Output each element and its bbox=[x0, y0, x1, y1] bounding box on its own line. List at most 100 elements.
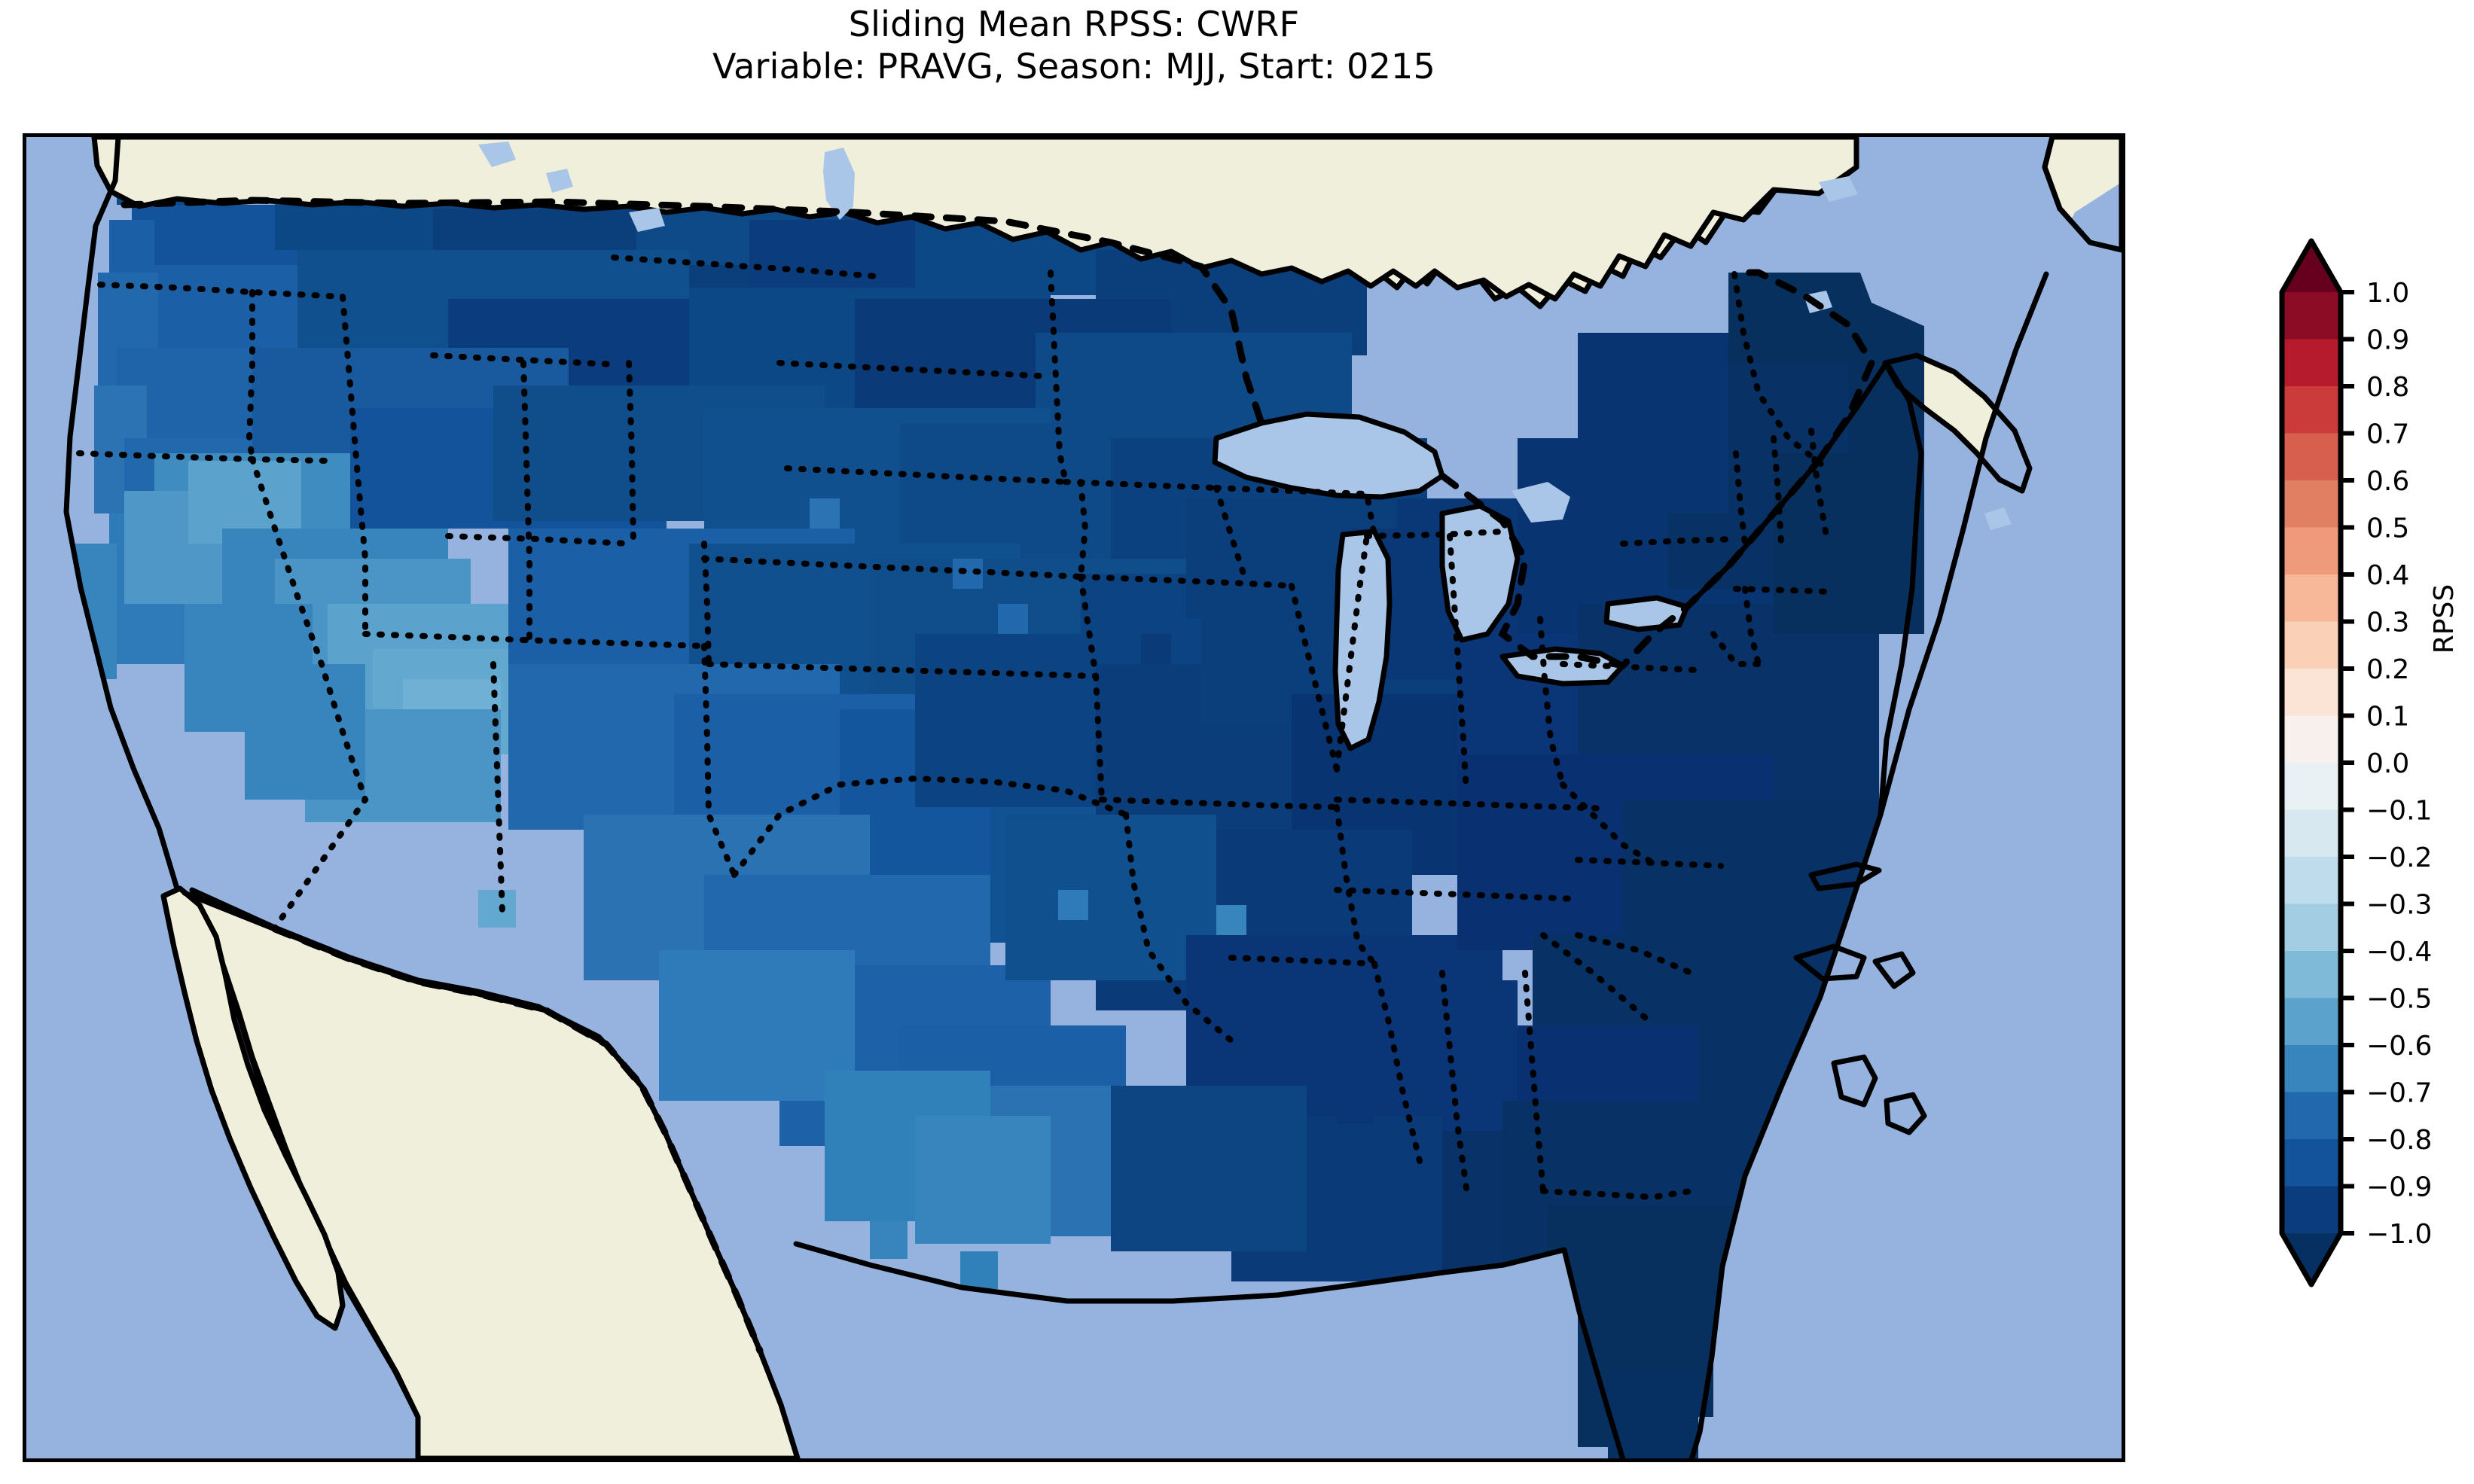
colorbar-band bbox=[2282, 386, 2341, 434]
state-nm-tx bbox=[701, 643, 737, 878]
long-island bbox=[1808, 861, 1882, 891]
state-wi-il bbox=[1213, 485, 1377, 539]
colorbar-band bbox=[2282, 527, 2341, 575]
state-ks-mo bbox=[1078, 574, 1099, 679]
state-az-nm bbox=[490, 661, 505, 916]
colorbar-band bbox=[2282, 292, 2341, 340]
nova-scotia-outline bbox=[1882, 352, 2033, 494]
colorbar-band bbox=[2282, 574, 2341, 623]
colorbar-tick-label: −0.5 bbox=[2366, 984, 2432, 1015]
colorbar-tick-label: 0.0 bbox=[2366, 748, 2409, 779]
state-ia-il bbox=[1213, 485, 1249, 586]
colorbar-tick-label: −1.0 bbox=[2366, 1219, 2432, 1250]
state-nd-sd bbox=[776, 360, 1054, 379]
state-ia-mo bbox=[1078, 574, 1295, 589]
colorbar-bands bbox=[2282, 241, 2341, 1284]
bahamas-outline-2 bbox=[1872, 951, 1916, 989]
state-ga-fl bbox=[1540, 1188, 1694, 1201]
colorbar-band bbox=[2282, 809, 2341, 858]
state-ut-az bbox=[362, 631, 526, 643]
coast-atlantic bbox=[1561, 271, 2049, 1458]
colorbar-tick-label: −0.9 bbox=[2366, 1172, 2432, 1203]
state-ks-ok bbox=[706, 661, 1099, 679]
colorbar-tick-label: 0.8 bbox=[2366, 372, 2409, 403]
national-borders bbox=[120, 197, 1876, 1354]
title-line-1: Sliding Mean RPSS: CWRF bbox=[848, 4, 1300, 44]
colorbar-band bbox=[2282, 1092, 2341, 1140]
coast-baja bbox=[160, 885, 346, 1331]
colorbar-band bbox=[2282, 1186, 2341, 1234]
state-il-in bbox=[1334, 533, 1370, 772]
colorbar-band bbox=[2282, 904, 2341, 952]
colorbar-extend-top bbox=[2282, 241, 2341, 292]
state-wy-co bbox=[445, 533, 632, 547]
lake-small-2 bbox=[546, 169, 573, 193]
map-canvas bbox=[26, 137, 2122, 1458]
colorbar-band bbox=[2282, 763, 2341, 811]
colorbar[interactable]: 1.0 0.9 0.8 0.7 0.6 0.5 0.4 0.3 0.2 0.1 0.0 −0.1 −0.… bbox=[2276, 238, 2432, 1287]
coast-pacific bbox=[63, 137, 180, 891]
lake-ontario-shore bbox=[1603, 595, 1690, 632]
state-ny-vt bbox=[1733, 450, 1748, 547]
coast-northeast bbox=[1878, 360, 1924, 818]
state-nv-ut bbox=[340, 294, 368, 637]
colorbar-tick-label: −0.6 bbox=[2366, 1031, 2432, 1062]
lake-small-1 bbox=[478, 142, 516, 167]
colorbar-band bbox=[2282, 951, 2341, 999]
state-ky-tn bbox=[1334, 797, 1611, 812]
state-la-ms bbox=[1371, 961, 1423, 1164]
lake-winnipeg bbox=[823, 148, 855, 220]
colorbar-band bbox=[2282, 998, 2341, 1046]
colorbar-tick-label: −0.4 bbox=[2366, 937, 2432, 967]
state-sd-ne bbox=[784, 465, 1069, 485]
colorbar-tick-label: 0.6 bbox=[2366, 466, 2409, 497]
state-ct-ny bbox=[1742, 586, 1762, 667]
state-borders bbox=[76, 254, 1837, 1202]
colorbar-band bbox=[2282, 621, 2341, 669]
state-al-ga bbox=[1522, 970, 1546, 1194]
lake-small-3 bbox=[629, 208, 665, 232]
state-ne-ia bbox=[1078, 479, 1089, 580]
state-ne-ks bbox=[701, 556, 1084, 580]
lake-georgian-bay bbox=[1512, 482, 1570, 523]
state-tx-la bbox=[1123, 812, 1234, 1044]
state-nj-ny bbox=[1710, 631, 1762, 667]
state-vt-nh bbox=[1771, 435, 1784, 547]
colorbar-tick-label: −0.8 bbox=[2366, 1125, 2432, 1156]
colorbar-band bbox=[2282, 339, 2341, 387]
state-co-nm bbox=[520, 637, 707, 649]
colorbar-tick-label: −0.3 bbox=[2366, 890, 2432, 921]
colorbar-svg: 1.0 0.9 0.8 0.7 0.6 0.5 0.4 0.3 0.2 0.1 0.0 −0.1 −0.… bbox=[2279, 238, 2432, 1287]
title-line-2: Variable: PRAVG, Season: MJJ, Start: 021… bbox=[712, 46, 1435, 87]
state-in-oh bbox=[1447, 533, 1469, 795]
map-plot-area[interactable] bbox=[23, 133, 2125, 1462]
state-ma-ct bbox=[1733, 586, 1837, 595]
colorbar-tick-labels: 1.0 0.9 0.8 0.7 0.6 0.5 0.4 0.3 0.2 0.1 0.0 −0.1 −0.… bbox=[2366, 278, 2432, 1250]
state-id-west bbox=[246, 289, 255, 462]
state-ok-tx bbox=[731, 775, 1129, 878]
lake-superior bbox=[1215, 414, 1442, 497]
state-oh-pa-wv bbox=[1537, 616, 1566, 788]
state-mo-il bbox=[1289, 583, 1340, 772]
colorbar-tick-label: 0.4 bbox=[2366, 560, 2409, 591]
lake-erie-shore bbox=[1499, 646, 1626, 687]
state-dakota-mn bbox=[1048, 270, 1069, 485]
colorbar-tick-label: 0.3 bbox=[2366, 608, 2409, 638]
lake-michigan bbox=[1335, 532, 1390, 748]
state-mi-oh-in bbox=[1364, 529, 1505, 539]
state-va-nc bbox=[1575, 857, 1724, 869]
colorbar-band bbox=[2282, 1045, 2341, 1093]
lake-small-6 bbox=[1984, 507, 2012, 530]
border-maine-canada bbox=[1731, 269, 1876, 465]
colorbar-tick-label: 0.2 bbox=[2366, 654, 2409, 685]
state-ms-al bbox=[1439, 970, 1471, 1202]
colorbar-tick-label: 0.9 bbox=[2366, 325, 2409, 356]
state-pa-ny bbox=[1620, 536, 1739, 547]
colorbar-band bbox=[2282, 857, 2341, 905]
state-wa-or bbox=[97, 282, 346, 300]
state-ar-la bbox=[1228, 955, 1377, 967]
colorbar-band bbox=[2282, 1139, 2341, 1187]
ocean-mask-overlay bbox=[26, 137, 2122, 1458]
state-ca-nv-east bbox=[249, 456, 369, 931]
lake-michigan-shore bbox=[1332, 529, 1393, 751]
